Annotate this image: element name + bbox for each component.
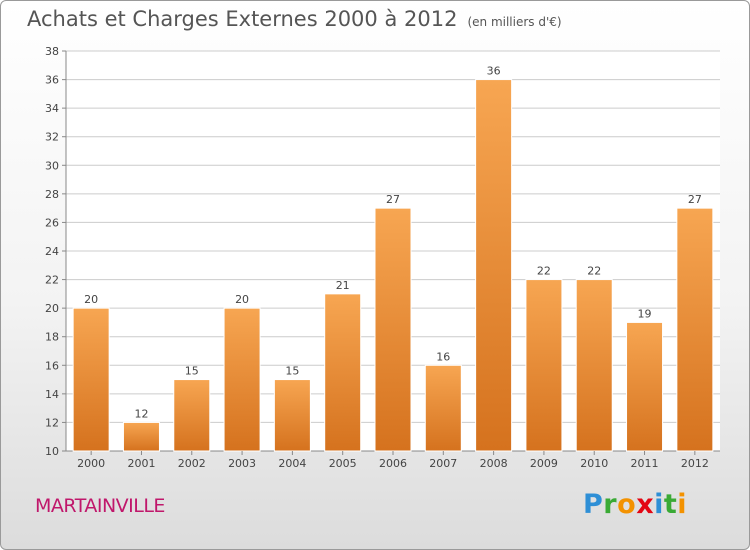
logo-letter: i xyxy=(654,489,664,520)
data-label: 15 xyxy=(285,365,299,378)
bar xyxy=(475,79,513,452)
data-label: 22 xyxy=(587,265,601,278)
y-tick-label: 32 xyxy=(45,131,59,144)
x-tick-label: 2000 xyxy=(77,457,105,470)
data-label: 36 xyxy=(487,65,501,78)
data-label: 27 xyxy=(386,193,400,206)
data-label: 27 xyxy=(688,193,702,206)
chart-title: Achats et Charges Externes 2000 à 2012 (e… xyxy=(27,7,562,31)
y-tick-label: 16 xyxy=(45,359,59,372)
logo-letter: t xyxy=(663,489,678,520)
bar xyxy=(374,207,412,452)
y-tick-label: 28 xyxy=(45,188,59,201)
y-tick-label: 20 xyxy=(45,302,59,315)
proxiti-logo: Proxiti xyxy=(583,489,687,520)
chart-subtitle: (en milliers d'€) xyxy=(467,15,562,29)
data-label: 15 xyxy=(185,365,199,378)
y-tick-label: 36 xyxy=(45,74,59,87)
data-label: 16 xyxy=(436,350,450,363)
x-tick-label: 2005 xyxy=(329,457,357,470)
x-tick-label: 2006 xyxy=(379,457,407,470)
logo-letter: i xyxy=(677,489,688,520)
x-tick-label: 2003 xyxy=(228,457,256,470)
y-tick-label: 10 xyxy=(45,445,59,458)
y-tick-label: 14 xyxy=(45,388,59,401)
bar xyxy=(626,321,664,452)
y-tick-label: 38 xyxy=(45,45,59,58)
bar xyxy=(72,307,110,452)
x-tick-label: 2002 xyxy=(178,457,206,470)
x-tick-label: 2012 xyxy=(681,457,709,470)
logo-letter: r xyxy=(603,489,618,520)
y-tick-label: 18 xyxy=(45,331,59,344)
data-label: 21 xyxy=(336,279,350,292)
y-tick-label: 12 xyxy=(45,416,59,429)
logo-letter: o xyxy=(617,489,637,520)
bar xyxy=(525,279,563,452)
x-tick-label: 2004 xyxy=(278,457,306,470)
y-tick-label: 34 xyxy=(45,102,59,115)
logo-letter: P xyxy=(583,489,604,520)
bar xyxy=(324,293,362,452)
logo-letter: x xyxy=(636,489,655,520)
data-label: 20 xyxy=(235,293,249,306)
data-label: 22 xyxy=(537,265,551,278)
y-tick-label: 26 xyxy=(45,216,59,229)
commune-name: MARTAINVILLE xyxy=(35,495,165,517)
title-text: Achats et Charges Externes 2000 à 2012 xyxy=(27,7,458,31)
bar xyxy=(676,207,714,452)
x-tick-label: 2010 xyxy=(580,457,608,470)
bar xyxy=(575,279,613,452)
data-label: 12 xyxy=(134,407,148,420)
x-tick-label: 2009 xyxy=(530,457,558,470)
data-label: 19 xyxy=(638,307,652,320)
bar xyxy=(273,379,311,452)
bar xyxy=(173,379,211,452)
x-tick-label: 2001 xyxy=(127,457,155,470)
data-label: 20 xyxy=(84,293,98,306)
bar xyxy=(122,421,160,452)
y-tick-label: 30 xyxy=(45,159,59,172)
x-tick-label: 2011 xyxy=(631,457,659,470)
x-tick-label: 2007 xyxy=(429,457,457,470)
y-tick-label: 24 xyxy=(45,245,59,258)
bar xyxy=(424,364,462,452)
bar xyxy=(223,307,261,452)
y-tick-label: 22 xyxy=(45,274,59,287)
x-tick-label: 2008 xyxy=(480,457,508,470)
